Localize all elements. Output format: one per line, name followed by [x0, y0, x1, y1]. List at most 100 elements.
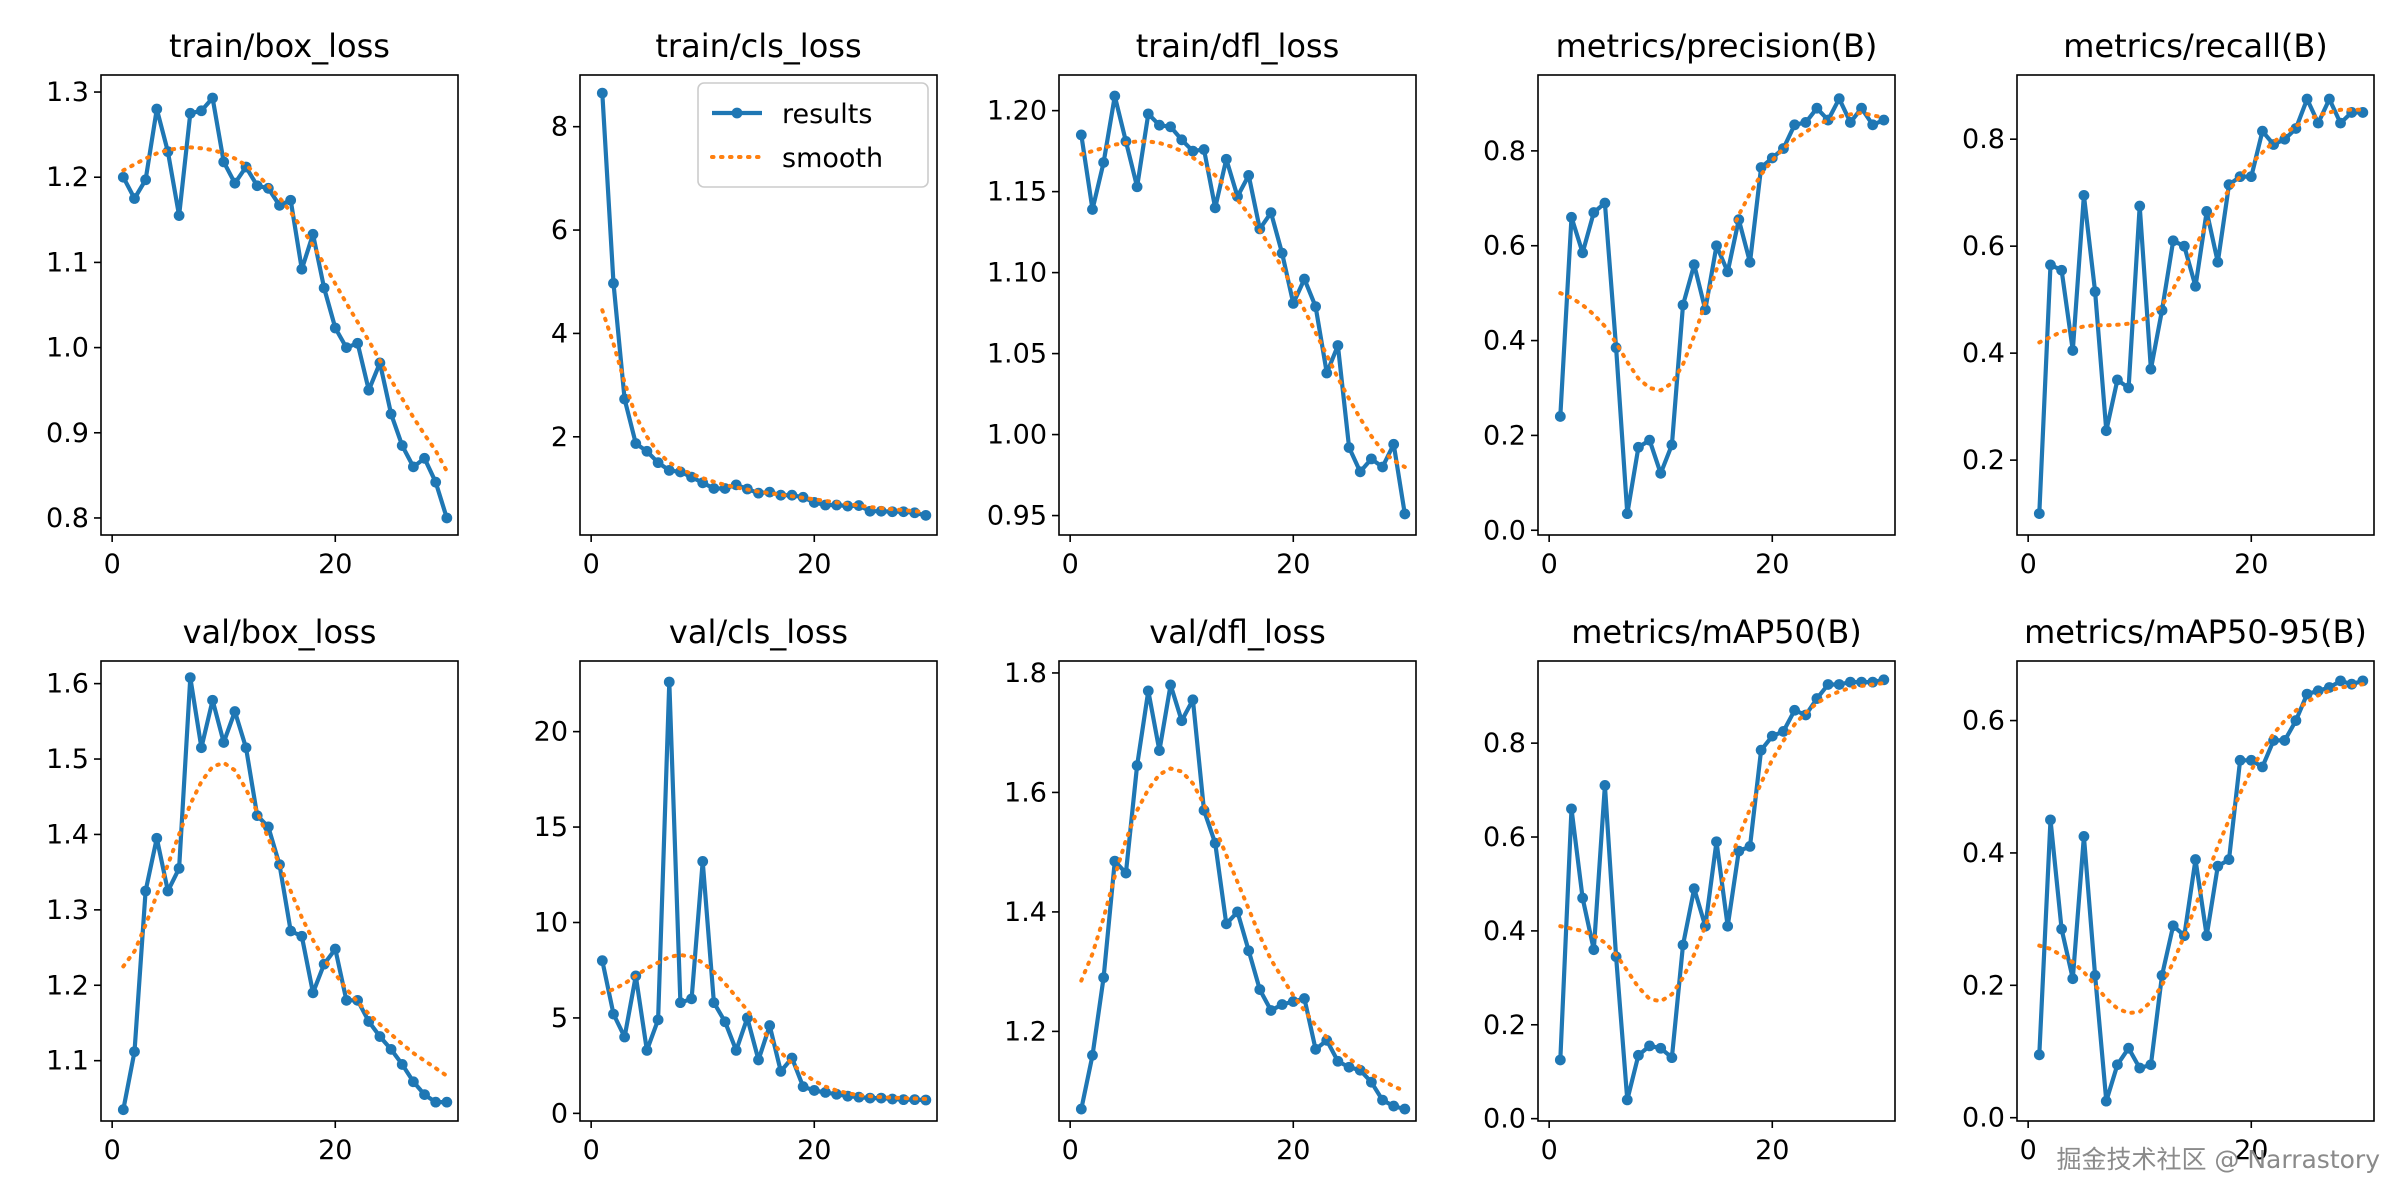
results-point — [1856, 102, 1867, 114]
smooth-line — [2037, 107, 2365, 345]
y-tick-label: 10 — [534, 907, 568, 938]
results-point — [1232, 906, 1243, 918]
axes-frame — [579, 74, 938, 536]
results-point — [1789, 704, 1800, 716]
axes-frame — [579, 660, 938, 1122]
results-point — [1633, 441, 1644, 453]
results-point — [2067, 973, 2079, 985]
results-point — [173, 862, 185, 874]
results-point — [1131, 181, 1143, 193]
results-point — [385, 408, 397, 420]
results-line — [121, 95, 449, 519]
results-point — [1688, 259, 1700, 271]
results-point — [619, 1031, 631, 1043]
results-point — [1265, 1005, 1277, 1016]
results-point — [1287, 297, 1299, 309]
results-point — [1778, 726, 1789, 737]
smooth-line — [1558, 110, 1886, 393]
results-point — [1666, 439, 1678, 451]
x-tick-label: 0 — [1541, 1135, 1558, 1166]
results-point — [2335, 675, 2346, 687]
axes-frame — [100, 660, 459, 1122]
results-point — [207, 694, 218, 706]
results-point — [1577, 247, 1589, 259]
plot-area — [1075, 679, 1411, 1115]
results-point — [2234, 754, 2246, 766]
results-point — [730, 1044, 742, 1056]
results-point — [708, 997, 720, 1009]
y-tick-label: 0 — [551, 1098, 568, 1129]
x-tick-label: 0 — [1541, 549, 1558, 580]
results-point — [2067, 345, 2079, 356]
smooth-line — [1079, 766, 1407, 1094]
results-point — [1722, 266, 1734, 278]
results-point — [1354, 466, 1366, 478]
results-point — [1577, 892, 1589, 904]
results-point — [1399, 1103, 1411, 1115]
results-point — [2301, 688, 2313, 700]
results-point — [663, 676, 675, 688]
results-point — [1844, 117, 1856, 128]
results-point — [820, 1086, 831, 1098]
results-point — [1287, 996, 1299, 1007]
results-point — [775, 489, 787, 501]
results-point — [2201, 930, 2213, 942]
results-point — [1187, 145, 1199, 157]
results-point — [2089, 969, 2101, 981]
subplot-1: train/box_loss 0.8 0.9 1.0 1.1 1.2 1.3 0 20 — [46, 27, 459, 580]
results-point — [251, 180, 263, 192]
results-point — [207, 92, 218, 104]
results-point — [1655, 1042, 1667, 1054]
results-point — [1599, 197, 1611, 209]
results-point — [1744, 841, 1756, 852]
results-point — [274, 199, 285, 211]
results-point — [1243, 945, 1255, 957]
results-point — [2056, 264, 2068, 276]
watermark-text: 掘金技术社区 @ Narrastory — [2056, 1145, 2380, 1174]
results-point — [2257, 125, 2268, 137]
axes-frame — [1058, 660, 1417, 1122]
subplot-10: metrics/mAP50-95(B) 0.0 0.2 0.4 0.6 0 20 — [1962, 613, 2375, 1166]
results-point — [1310, 301, 1321, 313]
x-tick-label: 20 — [1755, 1135, 1789, 1166]
results-point — [285, 194, 297, 206]
results-point — [1075, 1103, 1087, 1115]
results-point — [1377, 1094, 1388, 1106]
results-point — [329, 943, 341, 955]
plot-area — [117, 672, 453, 1116]
y-tick-label: 1.1 — [46, 1046, 89, 1077]
results-point — [229, 177, 241, 189]
results-point — [630, 438, 642, 449]
x-tick-label: 0 — [2020, 549, 2037, 580]
y-tick-label: 1.2 — [46, 970, 89, 1001]
results-point — [2145, 1059, 2157, 1071]
results-point — [2156, 969, 2168, 981]
results-point — [1098, 972, 1110, 984]
y-tick-label: 8 — [551, 112, 568, 143]
results-point — [352, 337, 363, 349]
results-point — [2212, 256, 2224, 268]
results-point — [2112, 1059, 2123, 1071]
results-point — [441, 1096, 453, 1108]
results-point — [2033, 1049, 2045, 1061]
smooth-line — [121, 760, 449, 1078]
legend: results smooth — [697, 82, 929, 188]
y-tick-label: 1.3 — [46, 77, 89, 108]
results-point — [385, 1043, 397, 1055]
results-point — [151, 103, 163, 115]
x-tick-label: 0 — [583, 1135, 600, 1166]
results-line — [2037, 96, 2363, 514]
smooth-line — [121, 145, 449, 474]
y-tick-label: 1.0 — [46, 333, 89, 364]
legend-box — [697, 82, 929, 188]
results-point — [1120, 867, 1132, 879]
results-point — [1254, 984, 1266, 995]
results-point — [1176, 715, 1188, 727]
subplot-title: metrics/mAP50-95(B) — [2024, 613, 2367, 651]
results-point — [1588, 207, 1600, 218]
results-point — [1399, 508, 1411, 520]
y-tick-label: 0.2 — [1483, 1010, 1526, 1041]
results-line — [1558, 677, 1885, 1103]
results-point — [1388, 438, 1400, 450]
results-point — [1142, 685, 1154, 697]
